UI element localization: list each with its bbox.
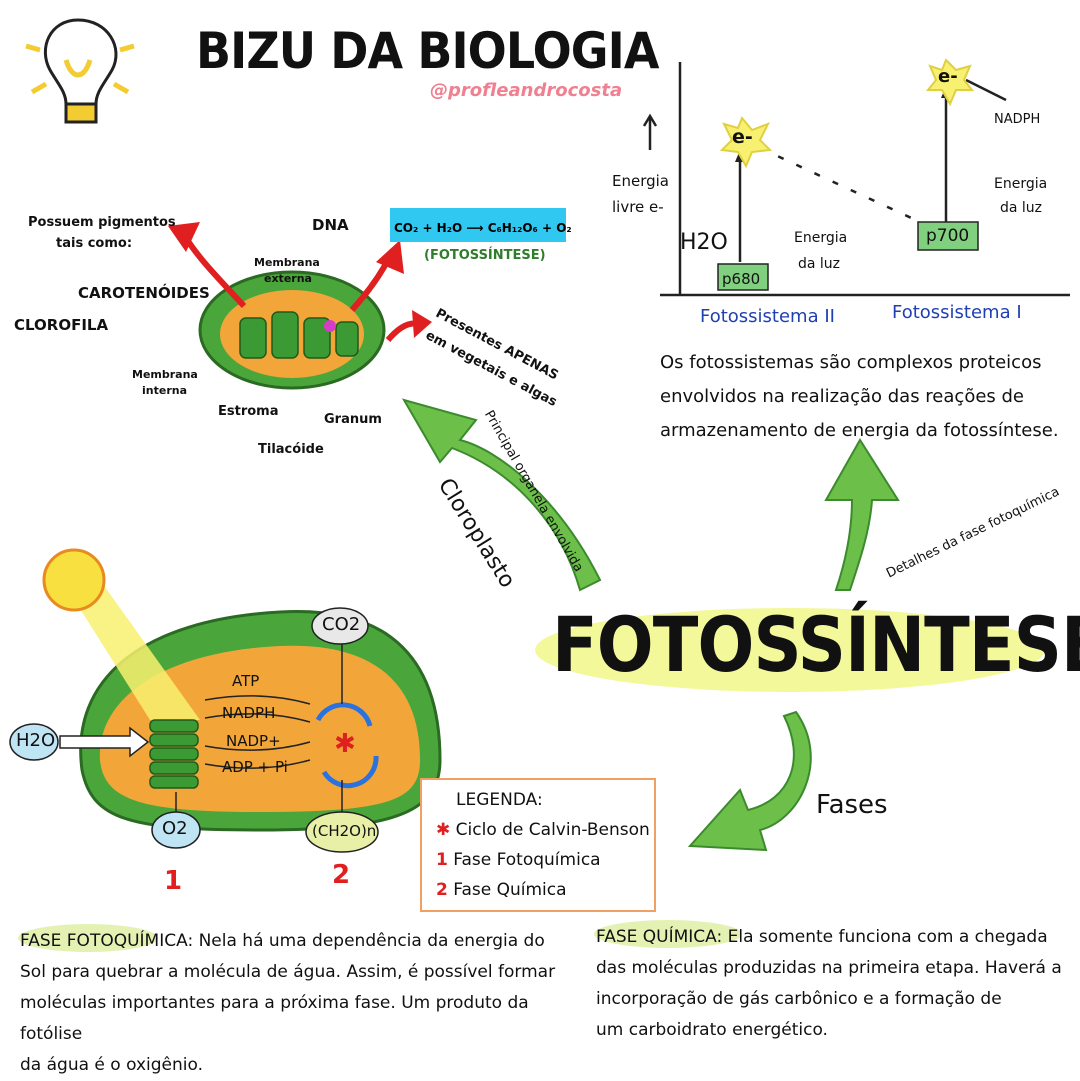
dna-label: DNA [312, 216, 349, 234]
fotossistema-description: Os fotossistemas são complexos proteicos… [660, 346, 1059, 448]
fase-quimica-line-1: : Ela somente funciona com a chegada [716, 927, 1048, 947]
fase-fotoquimica-line-1: : Nela há uma dependência da energia do [187, 931, 545, 951]
phase-number-2: 2 [332, 860, 351, 890]
legend-item-1: 1 Fase Fotoquímica [436, 850, 601, 870]
co2-label: CO2 [322, 614, 361, 635]
granum-label: Granum [324, 412, 382, 427]
chloroplast-illustration [198, 270, 386, 390]
pigments-label-1: Possuem pigmentos [28, 215, 176, 230]
equation-box [390, 208, 566, 242]
green-arrow-detalhes [824, 438, 900, 591]
fase-quimica-title: FASE QUÍMICA [596, 927, 717, 947]
sun-icon [42, 548, 106, 612]
energy-graph-axes [642, 62, 1070, 297]
legend-item-star: ✱ Ciclo de Calvin-Benson [436, 820, 650, 840]
h2o-label: H2O [16, 730, 56, 751]
energia-luz-1b: da luz [798, 256, 841, 272]
pigments-label-2: tais como: [56, 236, 133, 251]
p700-box [917, 221, 979, 251]
svg-text:✱: ✱ [334, 729, 356, 759]
ch2on-label: (CH2O)n [312, 822, 377, 840]
fase-fotoquimica-line-2: Sol para quebrar a molécula de água. Ass… [20, 962, 556, 982]
energia-luz-1a: Energia [794, 230, 848, 246]
nadph-label: NADPH [994, 112, 1041, 127]
membrana-interna-label-1: Membrana [132, 368, 198, 381]
legend-box: LEGENDA: ✱ Ciclo de Calvin-Benson 1 Fase… [420, 778, 656, 912]
legend-title: LEGENDA: [456, 790, 543, 810]
fase-fotoquimica-line-3: moléculas importantes para a próxima fas… [20, 993, 529, 1044]
fase-quimica-text: FASE QUÍMICA: Ela somente funciona com a… [596, 922, 1076, 1046]
membrana-externa-label-1: Membrana [254, 256, 320, 269]
green-arrow-cloroplasto [401, 398, 602, 592]
header-title: BIZU DA BIOLOGIA [196, 22, 659, 80]
phase-number-1: 1 [164, 866, 183, 896]
legend-item-2: 2 Fase Química [436, 880, 567, 900]
legend-item-2-label: Fase Química [453, 880, 567, 900]
fases-label: Fases [816, 790, 888, 820]
header-handle: @profleandrocosta [430, 80, 623, 101]
legend-item-2-num: 2 [436, 880, 448, 900]
p700-label: p700 [926, 226, 970, 246]
graph-h2o-label: H2O [680, 230, 728, 255]
p680-box [717, 263, 769, 291]
adp-label: ADP + Pi [222, 758, 288, 776]
membrana-interna-label-2: interna [142, 384, 187, 397]
membrana-externa-label-2: externa [264, 272, 312, 285]
nadp-label: NADP+ [226, 732, 281, 750]
light-bulb-icon [25, 18, 135, 124]
legend-item-1-num: 1 [436, 850, 448, 870]
atp-label: ATP [232, 672, 260, 690]
electron-label-2: e- [938, 66, 958, 87]
svg-text:CO₂ + H₂O ⟶ C₆H₁₂O₆ + O₂: CO₂ + H₂O ⟶ C₆H₁₂O₆ + O₂ [394, 221, 572, 235]
electron-star-2 [925, 58, 975, 107]
graph-y-label-1: Energia [612, 172, 669, 190]
fase-fotoquimica-text: FASE FOTOQUÍMICA: Nela há uma dependênci… [20, 926, 580, 1081]
star-icon: ✱ [436, 820, 451, 840]
fotossistema-description-line-3: armazenamento de energia da fotossíntese… [660, 420, 1059, 441]
o2-label: O2 [162, 818, 188, 839]
fotossistema-ii-label: Fotossistema II [700, 306, 835, 327]
estroma-label: Estroma [218, 404, 279, 419]
electron-label-1: e- [732, 126, 753, 148]
fase-quimica-line-2: das moléculas produzidas na primeira eta… [596, 958, 1062, 978]
carotenoides-label: CAROTENÓIDES [78, 284, 210, 302]
phases-chloroplast: ✱ [59, 580, 442, 832]
fase-fotoquimica-title: FASE FOTOQUÍMICA [20, 931, 188, 951]
fotossistema-description-line-2: envolvidos na realização das reações de [660, 386, 1024, 407]
legend-item-1-label: Fase Fotoquímica [453, 850, 601, 870]
main-title: FOTOSSÍNTESE [552, 600, 1080, 689]
fotossistema-i-label: Fotossistema I [892, 302, 1022, 323]
tilacoide-label: Tilacóide [258, 442, 324, 457]
fase-quimica-line-3: incorporação de gás carbônico e a formaç… [596, 989, 1002, 1009]
green-arrow-fases [687, 710, 812, 852]
fase-quimica-line-4: um carboidrato energético. [596, 1020, 828, 1040]
clorofila-label: CLOROFILA [14, 316, 109, 334]
legend-item-star-label: Ciclo de Calvin-Benson [455, 820, 650, 840]
graph-y-label-2: livre e- [612, 198, 664, 216]
electron-star-1 [719, 116, 773, 169]
equation-caption: (FOTOSSÍNTESE) [424, 248, 546, 263]
title-highlight [535, 608, 1045, 692]
energia-luz-2b: da luz [1000, 200, 1043, 216]
nadph-phase-label: NADPH [222, 704, 276, 722]
p680-label: p680 [722, 270, 761, 288]
energia-luz-2a: Energia [994, 176, 1048, 192]
fotossistema-description-line-1: Os fotossistemas são complexos proteicos [660, 352, 1042, 373]
fase-fotoquimica-line-4: da água é o oxigênio. [20, 1055, 203, 1075]
